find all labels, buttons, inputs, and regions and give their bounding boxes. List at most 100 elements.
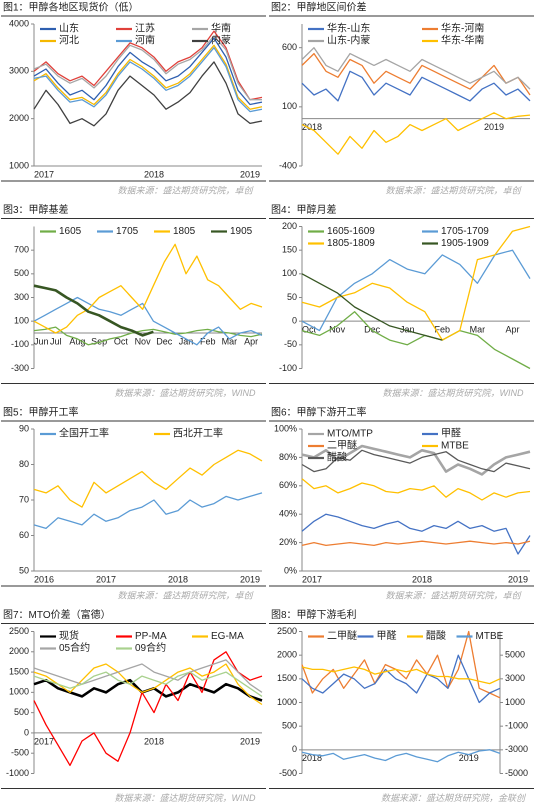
y-tick-label: 1000 (9, 687, 29, 697)
y-tick-label: 0 (24, 727, 29, 737)
legend-label: 山东-内蒙 (327, 34, 370, 47)
x-tick-label: Apr (244, 336, 258, 346)
x-tick-label: 2018 (302, 122, 322, 132)
x-tick-label: Feb (435, 325, 451, 335)
source-note: 数据来源：盛达期货研究院，卓创 (385, 185, 522, 195)
panel-title: 图7：MTO价差（富德） (3, 608, 111, 621)
y-tick-label: 20% (279, 537, 297, 547)
y-tick-label: 80% (279, 452, 297, 462)
x-tick-label: Oct (114, 336, 129, 346)
legend-label: 二甲醚 (327, 629, 357, 642)
x-tick-label: 2017 (302, 574, 322, 584)
x-tick-label: 2019 (240, 574, 260, 584)
x-tick-label: Sep (91, 336, 107, 346)
y-tick-label: 700 (14, 245, 29, 255)
source-note: 数据来源：盛达期货研究院，WIND (383, 388, 524, 398)
y2-tick-label: -3000 (505, 744, 528, 754)
y-tick-label: 3000 (9, 66, 29, 76)
source-note: 数据来源：盛达期货研究院，WIND (115, 793, 256, 803)
series-line (33, 449, 263, 508)
x-tick-label: 2017 (34, 169, 54, 179)
legend-label: 华东-河南 (441, 22, 484, 35)
series-line (33, 284, 154, 337)
x-tick-label: Dec (364, 325, 381, 335)
legend-label: 1705 (116, 226, 139, 237)
y-tick-label: -500 (11, 748, 29, 758)
legend-label: 华东-山东 (327, 22, 370, 35)
y-tick-label: 50 (19, 565, 29, 575)
y-tick-label: 1500 (277, 673, 297, 683)
legend-label: EG-MA (211, 631, 244, 642)
legend-label: 山东 (59, 22, 79, 35)
x-tick-label: Jan (400, 325, 415, 335)
legend-label: 西北开工率 (173, 427, 223, 440)
y-tick-label: -50 (284, 339, 297, 349)
series-line (33, 30, 263, 101)
legend-label: MTO/MTP (327, 429, 373, 440)
x-tick-label: Apr (505, 325, 519, 335)
x-tick-label: 2018 (412, 574, 432, 584)
legend-label: 1805 (173, 226, 196, 237)
y-tick-label: 40% (279, 509, 297, 519)
legend-label: 05合约 (59, 641, 90, 654)
legend-label: 江苏 (135, 22, 155, 35)
y-tick-label: 0 (292, 744, 297, 754)
legend-label: MTBE (441, 441, 469, 452)
y-tick-label: -100 (279, 363, 297, 373)
x-tick-label: Aug (69, 336, 85, 346)
legend-label: 华南 (211, 22, 231, 35)
y2-tick-label: -5000 (505, 768, 528, 778)
y-tick-label: 1000 (277, 697, 297, 707)
series-line (301, 666, 501, 685)
series-line (33, 37, 263, 106)
y-tick-label: 1000 (9, 160, 29, 170)
panel-title: 图5：甲醇开工率 (3, 406, 79, 419)
y-tick-label: 2000 (277, 650, 297, 660)
x-tick-label: 2018 (144, 736, 164, 746)
y-tick-label: -300 (11, 363, 29, 373)
series-line (33, 492, 263, 530)
series-line (301, 513, 531, 555)
y-tick-label: 100 (282, 268, 297, 278)
x-tick-label: 2016 (34, 574, 54, 584)
x-tick-label: 2019 (459, 753, 479, 763)
legend-label: 甲醛 (377, 629, 397, 642)
y-tick-label: 90 (19, 423, 29, 433)
y-tick-label: 1500 (9, 666, 29, 676)
x-tick-label: 2017 (34, 736, 54, 746)
x-tick-label: Jul (50, 336, 62, 346)
x-tick-label: 2017 (96, 574, 116, 584)
y2-tick-label: -1000 (505, 721, 528, 731)
series-line (301, 70, 531, 102)
y-tick-label: 2500 (9, 626, 29, 636)
series-line (301, 449, 531, 473)
panel-title: 图8：甲醇下游毛利 (271, 608, 357, 621)
x-tick-label: Mar (222, 336, 238, 346)
source-note: 数据来源：盛达期货研究院，卓创 (385, 590, 522, 600)
legend-label: 1905-1909 (441, 238, 489, 249)
y-tick-label: 50 (287, 292, 297, 302)
legend-label: 1605 (59, 226, 82, 237)
x-tick-label: 2019 (240, 169, 260, 179)
series-line (301, 630, 501, 699)
y-tick-label: 100% (274, 423, 297, 433)
panel-title: 图3：甲醇基差 (3, 203, 69, 216)
y-tick-label: 600 (282, 42, 297, 52)
series-line (301, 112, 531, 155)
x-tick-label: 2018 (168, 574, 188, 584)
legend-label: 河北 (59, 35, 79, 47)
legend-label: PP-MA (135, 631, 167, 642)
y2-tick-label: 5000 (505, 650, 525, 660)
legend-label: 二甲醚 (327, 439, 357, 452)
series-line (301, 249, 531, 332)
y-tick-label: 4000 (9, 18, 29, 28)
series-line (301, 654, 501, 704)
source-note: 数据来源：盛达期货研究院，金联创 (381, 793, 527, 803)
source-note: 数据来源：盛达期货研究院，卓创 (117, 590, 254, 600)
panel-title: 图1：甲醇各地区现货价（低） (3, 1, 139, 14)
y-tick-label: 0% (284, 565, 297, 575)
y-tick-label: 80 (19, 459, 29, 469)
y-tick-label: 100 (282, 101, 297, 111)
legend-label: 1605-1609 (327, 226, 375, 237)
y2-tick-label: 1000 (505, 697, 525, 707)
